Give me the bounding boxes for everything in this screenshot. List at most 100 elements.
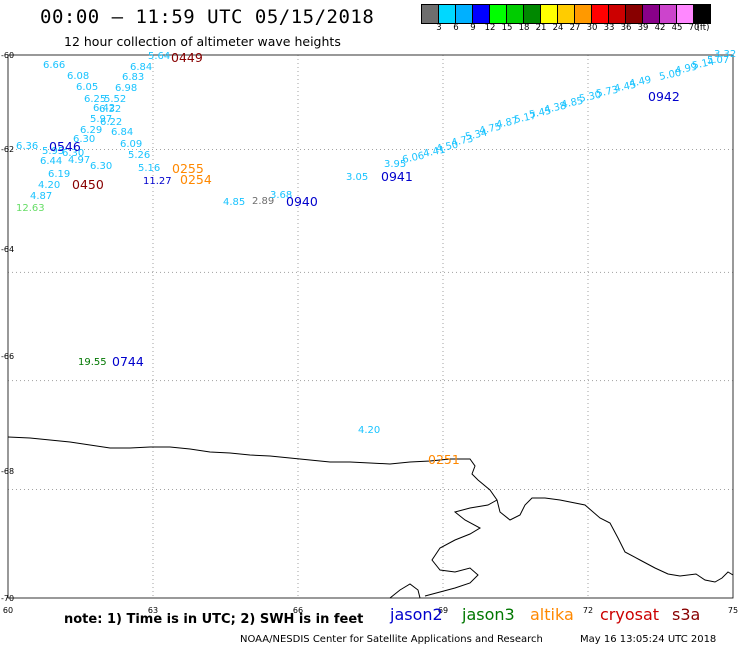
coastline-island — [389, 583, 421, 599]
lat-tick-label: -64 — [1, 245, 14, 254]
colorbar-label: 42 — [654, 23, 666, 33]
colorbar-swatch — [473, 5, 490, 23]
wave-height-label: 6.29 — [80, 125, 102, 136]
colorbar-swatch — [609, 5, 626, 23]
colorbar-swatch — [677, 5, 694, 23]
wave-height-label: 6.83 — [122, 72, 144, 83]
wave-height-label: 6.05 — [76, 82, 98, 93]
pass-time-label: 0255 — [172, 161, 204, 176]
wave-height-label: 5.64 — [148, 51, 170, 62]
wave-height-label: 5.95 — [42, 146, 64, 157]
wave-height-label: 6.84 — [111, 127, 133, 138]
wave-height-label: 5.07 — [707, 55, 729, 66]
wave-height-label: 6.84 — [130, 62, 152, 73]
lon-tick-label: 75 — [728, 606, 738, 615]
colorbar-label: 45 — [671, 23, 683, 33]
wave-height-label: 3.32 — [714, 49, 736, 60]
mission-altika: altika — [530, 605, 574, 624]
wave-height-label: 5.26 — [128, 150, 150, 161]
footer-credit: NOAA/NESDIS Center for Satellite Applica… — [240, 634, 543, 645]
wave-height-label: 4.97 — [68, 155, 90, 166]
lat-tick-label: -62 — [1, 145, 14, 154]
wave-height-label: 5.00 — [658, 68, 682, 83]
wave-height-label: 5.14 — [691, 57, 715, 72]
colorbar-label: 18 — [518, 23, 530, 33]
wave-height-label: 4.20 — [38, 180, 60, 191]
pass-time-label: 0449 — [171, 50, 203, 65]
colorbar-swatch — [694, 5, 710, 23]
colorbar-label: 9 — [470, 23, 476, 33]
coastline-inlet — [424, 499, 498, 597]
antarctic-coastline — [7, 436, 734, 583]
wave-height-label: 4.38 — [543, 101, 567, 116]
colorbar-label: 24 — [552, 23, 564, 33]
colorbar-swatch — [558, 5, 575, 23]
wave-height-label: 5.52 — [104, 94, 126, 105]
wave-height-label: 5.97 — [90, 114, 112, 125]
wave-height-label: 4.87 — [30, 191, 52, 202]
mission-s3a: s3a — [672, 605, 701, 624]
pass-time-label: 0251 — [428, 452, 460, 467]
wave-height-label: 6.30 — [62, 148, 84, 159]
wave-height-label: 4.50 — [435, 140, 459, 155]
wave-height-label: 5.45 — [528, 106, 552, 121]
pass-time-label: 0940 — [286, 194, 318, 209]
coastline — [7, 436, 734, 599]
wave-height-label: 4.73 — [450, 134, 474, 149]
colorbar-swatch — [541, 5, 558, 23]
colorbar-swatch — [575, 5, 592, 23]
wave-height-label: 6.44 — [40, 156, 62, 167]
pass-time-label: 0546 — [49, 139, 81, 154]
colorbar-labels: 3 6 9 12 15 18 21 24 27 30 33 36 39 42 45 70 (ft) — [421, 23, 740, 35]
wave-height-label: 6.22 — [100, 117, 122, 128]
lon-tick-label: 63 — [148, 606, 158, 615]
wave-height-label: 6.32 — [99, 104, 121, 115]
wave-height-label: 11.27 — [143, 176, 172, 187]
map-frame — [7, 54, 734, 599]
wave-height-label: 4.85 — [560, 96, 584, 111]
colorbar-swatch — [456, 5, 473, 23]
pass-time-label: 0450 — [72, 177, 104, 192]
colorbar-swatch — [439, 5, 456, 23]
mission-jason2: jason2 — [390, 605, 443, 624]
wave-height-label: 12.63 — [16, 203, 45, 214]
wave-height-label: 6.30 — [90, 161, 112, 172]
colorbar-swatch — [524, 5, 541, 23]
wave-height-label: 5.16 — [138, 163, 160, 174]
lat-tick-label: -60 — [1, 51, 14, 60]
footer-timestamp: May 16 13:05:24 UTC 2018 — [580, 634, 717, 645]
colorbar — [421, 4, 711, 24]
colorbar-label: 12 — [484, 23, 496, 33]
lon-tick-label: 66 — [293, 606, 303, 615]
wave-height-label: 4.87 — [495, 116, 519, 131]
colorbar-swatch — [507, 5, 524, 23]
wave-height-label: 5.17 — [513, 111, 537, 126]
wave-height-label: 4.45 — [613, 80, 637, 95]
wave-height-label: 3.68 — [270, 190, 292, 201]
colorbar-label: 27 — [569, 23, 581, 33]
wave-height-labels: 5.64 6.66 6.84 6.08 6.83 6.05 6.98 6.255.526.42… — [16, 49, 736, 436]
colorbar-label: 15 — [501, 23, 513, 33]
wave-height-label: 4.75 — [478, 122, 502, 137]
wave-height-label: 6.36 — [16, 141, 38, 152]
pass-time-label: 0254 — [180, 172, 212, 187]
legend-note: note: 1) Time is in UTC; 2) SWH is in fe… — [64, 612, 364, 627]
wave-height-label: 5.34 — [464, 128, 488, 143]
wave-height-label: 6.98 — [115, 83, 137, 94]
wave-height-label: 6.66 — [43, 60, 65, 71]
colorbar-label: (ft) — [696, 23, 710, 33]
colorbar-label: 39 — [637, 23, 649, 33]
colorbar-label: 33 — [603, 23, 615, 33]
colorbar-swatch — [660, 5, 677, 23]
lon-tick-label: 60 — [3, 606, 13, 615]
wave-height-label: 3.95 — [384, 159, 406, 170]
wave-height-label: 6.25 — [84, 94, 106, 105]
lon-tick-label: 72 — [583, 606, 593, 615]
pass-time-label: 0942 — [648, 89, 680, 104]
colorbar-swatch — [422, 5, 439, 23]
wave-height-label: 5.73 — [595, 85, 619, 100]
wave-height-label: 2.89 — [252, 196, 274, 207]
pass-time-label: 0941 — [381, 169, 413, 184]
